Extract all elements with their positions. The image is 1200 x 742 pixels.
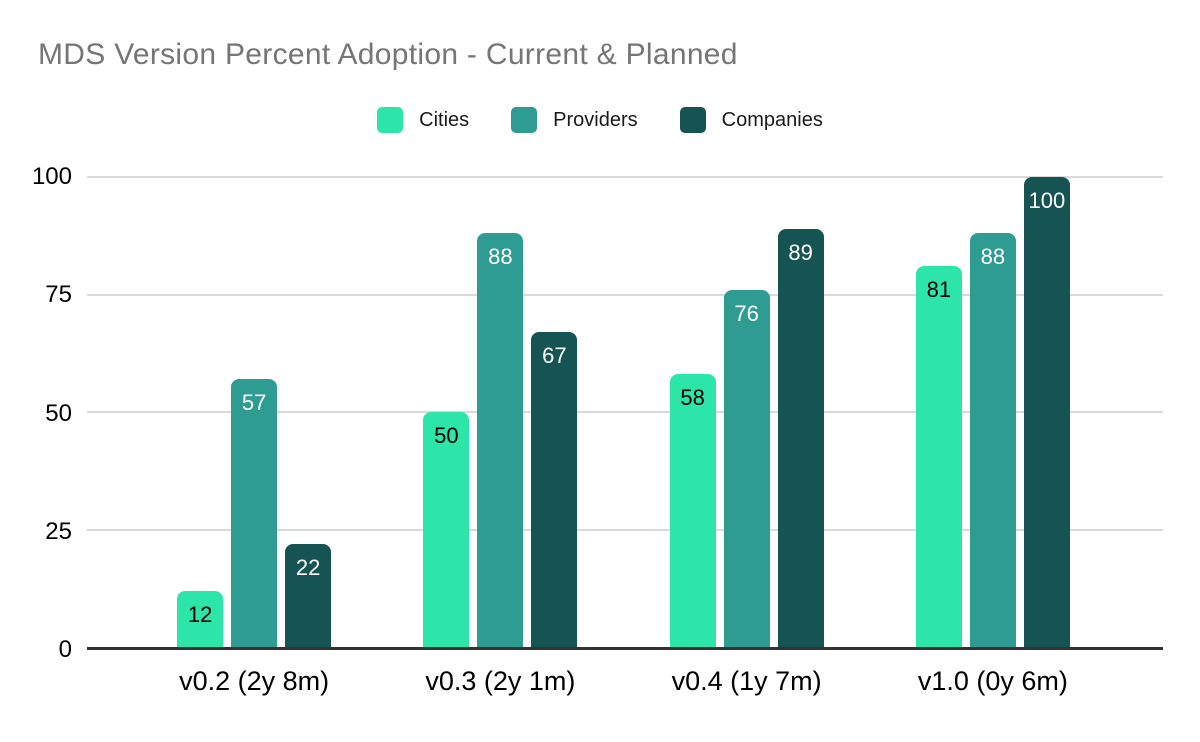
bar-providers-v0-2-2y-8m: 57 (231, 379, 278, 647)
gridline-25 (87, 528, 1163, 531)
bar-value-label: 76 (734, 300, 759, 326)
bar-companies-v0-4-1y-7m: 89 (777, 228, 824, 647)
legend-swatch-providers (511, 107, 538, 133)
legend-label-cities: Cities (419, 108, 470, 131)
bar-cities-v0-3-2y-1m: 50 (423, 412, 470, 647)
bar-providers-v0-3-2y-1m: 88 (477, 233, 524, 647)
bar-value-label: 22 (295, 554, 321, 580)
legend-item-providers: Providers (511, 107, 638, 133)
bar-value-label: 67 (542, 343, 567, 369)
bar-cities-v0-2-2y-8m: 12 (177, 590, 224, 647)
legend-item-companies: Companies (679, 107, 823, 133)
legend: Cities Providers Companies (0, 107, 1200, 133)
x-category-label-v0-2-2y-8m: v0.2 (2y 8m) (179, 666, 330, 696)
bar-cities-v0-4-1y-7m: 58 (669, 374, 716, 647)
y-tick-label-75: 75 (45, 281, 72, 309)
bar-value-label: 58 (680, 385, 705, 411)
bar-companies-v0-2-2y-8m: 22 (285, 543, 332, 647)
plot-area: 12 57 22 50 88 67 58 76 89 81 88 100 (87, 176, 1163, 650)
x-category-label-v0-3-2y-1m: v0.3 (2y 1m) (425, 666, 576, 696)
bar-group-v1-0-0y-6m: 81 88 100 (870, 177, 1116, 647)
x-axis: v0.2 (2y 8m) v0.3 (2y 1m) v0.4 (1y 7m) v1.0… (131, 665, 1116, 697)
legend-item-cities: Cities (377, 107, 469, 133)
bar-providers-v0-4-1y-7m: 76 (723, 289, 770, 647)
gridline-75 (87, 293, 1163, 296)
bar-value-label: 88 (488, 244, 513, 270)
gridline-100 (87, 176, 1163, 178)
bar-value-label: 89 (788, 239, 813, 265)
legend-label-companies: Companies (721, 108, 823, 131)
bar-cities-v1-0-0y-6m: 81 (915, 266, 962, 647)
bar-group-v0-4-1y-7m: 58 76 89 (624, 177, 870, 647)
bar-providers-v1-0-0y-6m: 88 (969, 233, 1016, 647)
bar-value-label: 88 (980, 244, 1006, 270)
bar-value-label: 57 (241, 390, 267, 416)
bar-value-label: 12 (187, 601, 213, 627)
gridline-50 (87, 411, 1163, 413)
bar-value-label: 100 (1028, 188, 1066, 213)
chart-title: MDS Version Percent Adoption - Current &… (38, 38, 738, 71)
bar-companies-v0-3-2y-1m: 67 (531, 332, 578, 647)
bar-value-label: 50 (434, 423, 459, 448)
legend-swatch-companies (679, 107, 706, 133)
x-category-label-v1-0-0y-6m: v1.0 (0y 6m) (917, 666, 1068, 696)
legend-swatch-cities (377, 107, 404, 133)
bar-groups: 12 57 22 50 88 67 58 76 89 81 88 100 (131, 177, 1116, 647)
y-tick-label-50: 50 (45, 399, 72, 427)
x-category-label-v0-4-1y-7m: v0.4 (1y 7m) (671, 666, 822, 696)
bar-group-v0-3-2y-1m: 50 88 67 (377, 177, 623, 647)
bar-value-label: 81 (926, 277, 952, 303)
y-tick-label-100: 100 (31, 163, 72, 190)
y-tick-label-25: 25 (45, 517, 72, 545)
legend-label-providers: Providers (553, 108, 638, 131)
bar-group-v0-2-2y-8m: 12 57 22 (131, 177, 377, 647)
y-tick-label-0: 0 (58, 636, 72, 663)
y-axis: 0 25 50 75 100 (0, 165, 72, 662)
bar-companies-v1-0-0y-6m: 100 (1023, 177, 1070, 647)
